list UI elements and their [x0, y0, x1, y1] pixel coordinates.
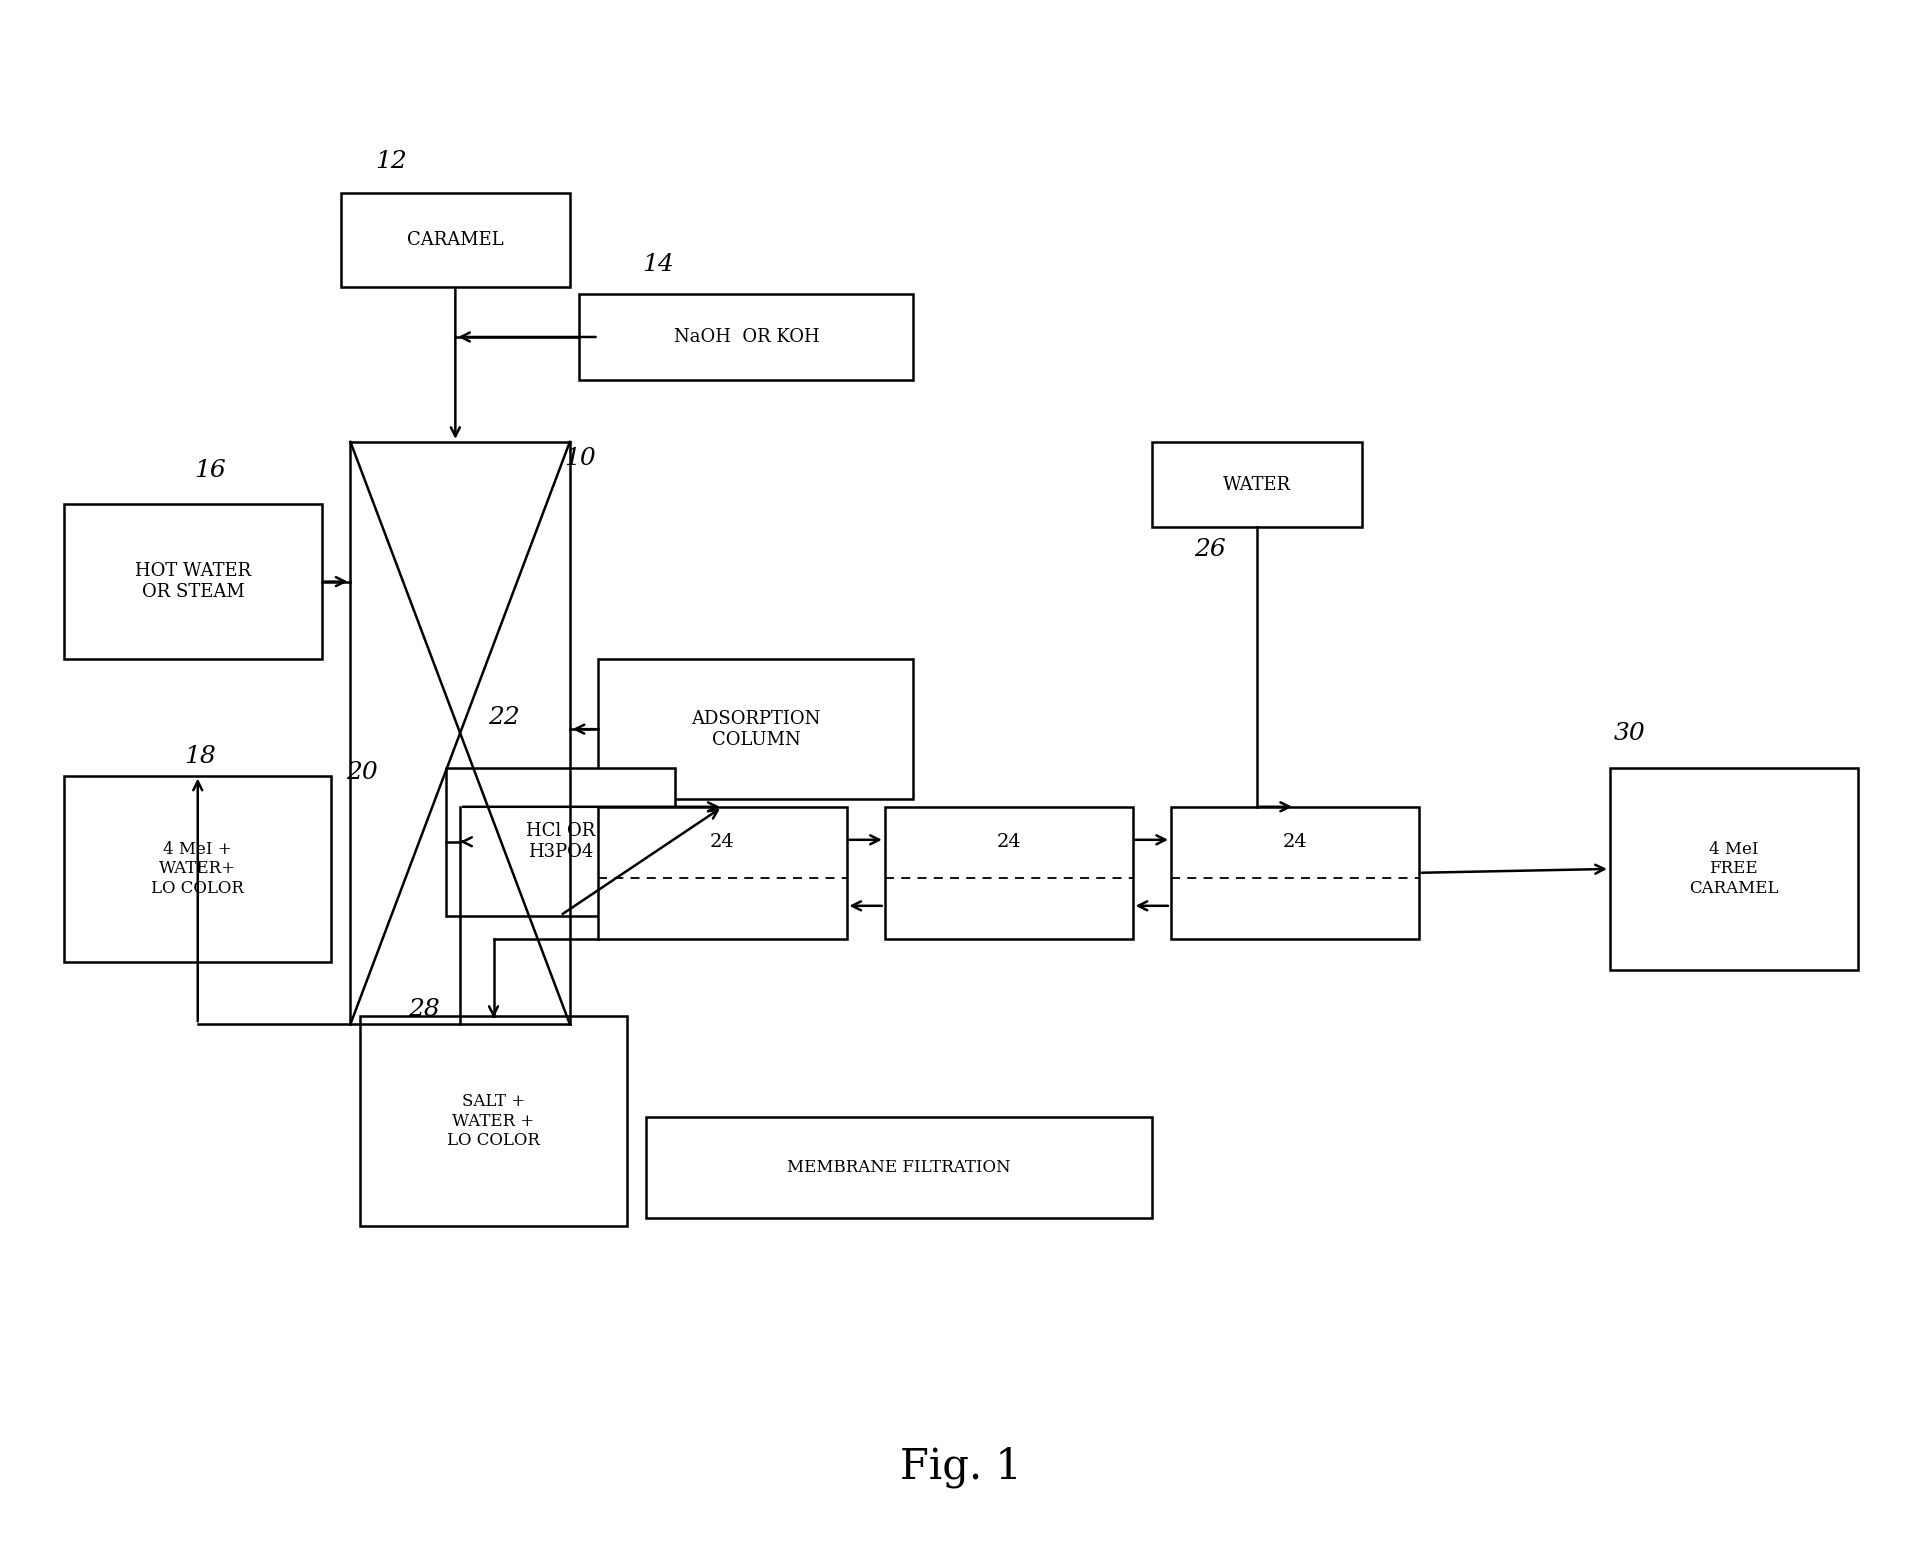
- FancyBboxPatch shape: [598, 807, 846, 939]
- Text: 4 MeI +
WATER+
LO COLOR: 4 MeI + WATER+ LO COLOR: [152, 841, 244, 896]
- FancyBboxPatch shape: [63, 505, 321, 660]
- Text: SALT +
WATER +
LO COLOR: SALT + WATER + LO COLOR: [448, 1094, 540, 1150]
- Text: 10: 10: [565, 447, 596, 470]
- FancyBboxPatch shape: [446, 768, 675, 915]
- FancyBboxPatch shape: [598, 660, 913, 799]
- Text: 24: 24: [1282, 834, 1307, 851]
- FancyBboxPatch shape: [579, 295, 913, 379]
- Text: WATER: WATER: [1222, 475, 1292, 494]
- FancyBboxPatch shape: [1170, 807, 1418, 939]
- Text: CARAMEL: CARAMEL: [407, 230, 504, 249]
- FancyBboxPatch shape: [1151, 442, 1361, 527]
- Text: 28: 28: [407, 998, 440, 1022]
- Text: Fig. 1: Fig. 1: [899, 1446, 1023, 1489]
- FancyBboxPatch shape: [359, 1017, 627, 1225]
- FancyBboxPatch shape: [646, 1117, 1151, 1219]
- Text: MEMBRANE FILTRATION: MEMBRANE FILTRATION: [788, 1160, 1011, 1177]
- Text: ADSORPTION
COLUMN: ADSORPTION COLUMN: [692, 710, 821, 749]
- Text: 26: 26: [1194, 539, 1226, 561]
- Text: 12: 12: [375, 150, 407, 172]
- Text: 24: 24: [709, 834, 734, 851]
- Text: 4 MeI
FREE
CARAMEL: 4 MeI FREE CARAMEL: [1689, 841, 1778, 896]
- FancyBboxPatch shape: [1611, 768, 1859, 970]
- Text: 30: 30: [1614, 722, 1645, 744]
- Text: 20: 20: [346, 760, 379, 784]
- Text: 22: 22: [488, 707, 519, 729]
- FancyBboxPatch shape: [63, 776, 331, 962]
- Text: NaOH  OR KOH: NaOH OR KOH: [673, 328, 819, 346]
- FancyBboxPatch shape: [884, 807, 1132, 939]
- Text: HCl OR
H3PO4: HCl OR H3PO4: [527, 823, 596, 862]
- Text: 14: 14: [642, 252, 675, 276]
- Text: HOT WATER
OR STEAM: HOT WATER OR STEAM: [135, 563, 252, 602]
- Text: 16: 16: [194, 459, 225, 483]
- FancyBboxPatch shape: [340, 193, 569, 287]
- Text: 24: 24: [996, 834, 1021, 851]
- Text: 18: 18: [185, 744, 215, 768]
